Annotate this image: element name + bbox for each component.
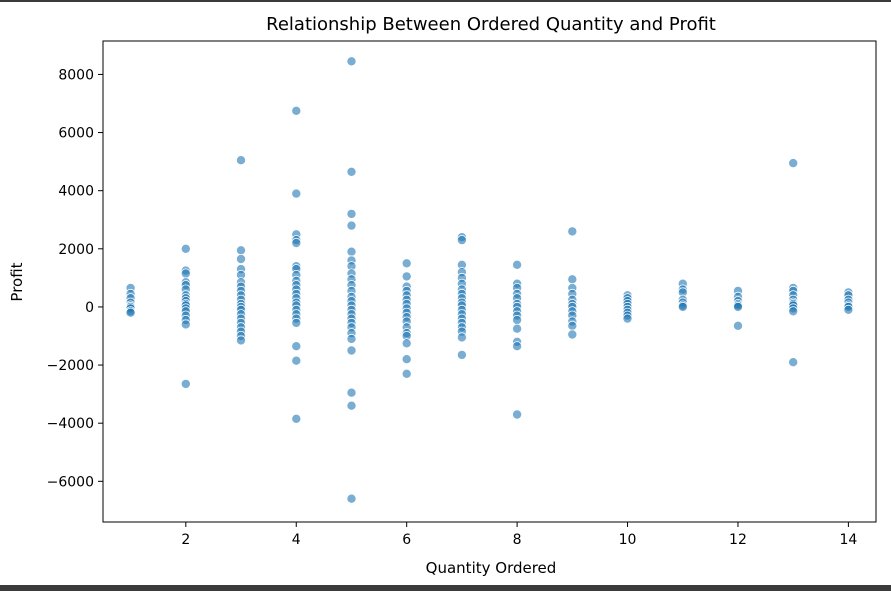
- window-top-border: [0, 0, 891, 2]
- data-point: [235, 155, 246, 166]
- y-axis-label: Profit: [8, 262, 26, 301]
- data-point: [180, 268, 191, 279]
- data-point: [567, 226, 578, 237]
- data-point: [235, 253, 246, 264]
- data-point: [346, 208, 357, 219]
- data-point: [401, 338, 412, 349]
- x-tick-label: 10: [619, 532, 637, 548]
- y-tick-label: 6000: [58, 126, 94, 142]
- data-point: [180, 243, 191, 254]
- data-point: [346, 56, 357, 67]
- data-point: [346, 246, 357, 257]
- y-axis-ticks: −6000 −4000 −2000 0 2000 4000 6000 8000: [47, 67, 103, 490]
- data-point: [622, 313, 633, 324]
- y-tick-label: −2000: [47, 358, 94, 374]
- data-point: [567, 329, 578, 340]
- x-tick-label: 4: [292, 532, 301, 548]
- data-point: [788, 357, 799, 368]
- data-point: [733, 301, 744, 312]
- data-point: [401, 258, 412, 269]
- data-point: [346, 166, 357, 177]
- x-axis-ticks: 2 4 6 8 10 12 14: [181, 522, 857, 548]
- data-point: [291, 237, 302, 248]
- data-point: [291, 355, 302, 366]
- data-point: [291, 105, 302, 116]
- data-point: [346, 387, 357, 398]
- data-point: [291, 188, 302, 199]
- data-point: [235, 245, 246, 256]
- data-point: [456, 235, 467, 246]
- y-tick-label: −6000: [47, 474, 94, 490]
- data-point: [567, 274, 578, 285]
- y-tick-label: 4000: [58, 184, 94, 200]
- data-point: [512, 314, 523, 325]
- data-point: [346, 220, 357, 231]
- y-tick-label: 2000: [58, 242, 94, 258]
- data-point: [180, 378, 191, 389]
- y-tick-label: −4000: [47, 416, 94, 432]
- data-point: [346, 400, 357, 411]
- data-point: [401, 271, 412, 282]
- y-tick-label: 0: [85, 300, 94, 316]
- data-point: [843, 304, 854, 315]
- data-point: [346, 345, 357, 356]
- y-tick-label: 8000: [58, 67, 94, 83]
- data-point: [512, 409, 523, 420]
- x-tick-label: 14: [839, 532, 857, 548]
- data-point: [291, 317, 302, 328]
- plot-area: [102, 40, 877, 523]
- chart-title: Relationship Between Ordered Quantity an…: [266, 14, 716, 35]
- data-point: [291, 413, 302, 424]
- x-tick-label: 8: [513, 532, 522, 548]
- data-point: [291, 341, 302, 352]
- x-tick-label: 2: [181, 532, 190, 548]
- data-point: [456, 332, 467, 343]
- data-point: [180, 319, 191, 330]
- data-point: [512, 323, 523, 334]
- data-point: [346, 493, 357, 504]
- data-point: [677, 301, 688, 312]
- points-layer: [125, 56, 854, 504]
- data-point: [733, 320, 744, 331]
- data-point: [401, 368, 412, 379]
- data-point: [567, 320, 578, 331]
- window-bottom-border: [0, 585, 891, 591]
- x-axis-label: Quantity Ordered: [426, 559, 557, 577]
- data-point: [235, 335, 246, 346]
- data-point: [401, 354, 412, 365]
- data-point: [512, 259, 523, 270]
- data-point: [125, 307, 136, 318]
- data-point: [788, 306, 799, 317]
- data-point: [788, 158, 799, 169]
- x-tick-label: 12: [729, 532, 747, 548]
- data-point: [346, 333, 357, 344]
- x-tick-label: 6: [402, 532, 411, 548]
- data-point: [512, 341, 523, 352]
- data-point: [456, 349, 467, 360]
